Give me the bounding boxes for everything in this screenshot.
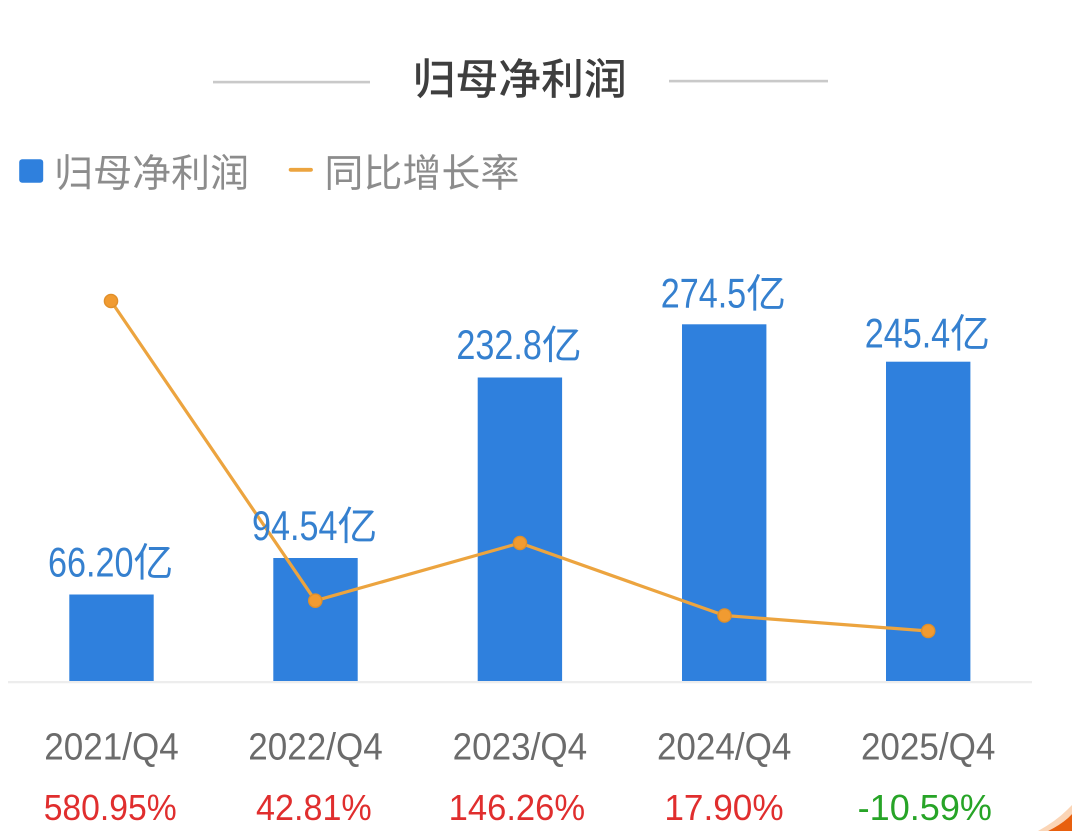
svg-text:232.8: 232.8 bbox=[456, 321, 542, 368]
svg-text:2025/Q4: 2025/Q4 bbox=[861, 726, 996, 768]
svg-text:94.54: 94.54 bbox=[252, 502, 338, 549]
svg-text:2023/Q4: 2023/Q4 bbox=[453, 726, 588, 768]
svg-text:66.20: 66.20 bbox=[48, 539, 134, 586]
svg-text:-10.59%: -10.59% bbox=[858, 787, 992, 828]
svg-text:274.5: 274.5 bbox=[661, 270, 747, 317]
svg-text:2024/Q4: 2024/Q4 bbox=[657, 726, 792, 768]
svg-text:42.81%: 42.81% bbox=[256, 787, 372, 828]
svg-text:2021/Q4: 2021/Q4 bbox=[44, 726, 179, 768]
svg-text:580.95%: 580.95% bbox=[44, 787, 177, 828]
svg-text:2022/Q4: 2022/Q4 bbox=[248, 726, 383, 768]
svg-text:245.4: 245.4 bbox=[865, 310, 951, 357]
svg-text:17.90%: 17.90% bbox=[664, 787, 783, 828]
svg-text:146.26%: 146.26% bbox=[449, 787, 586, 828]
